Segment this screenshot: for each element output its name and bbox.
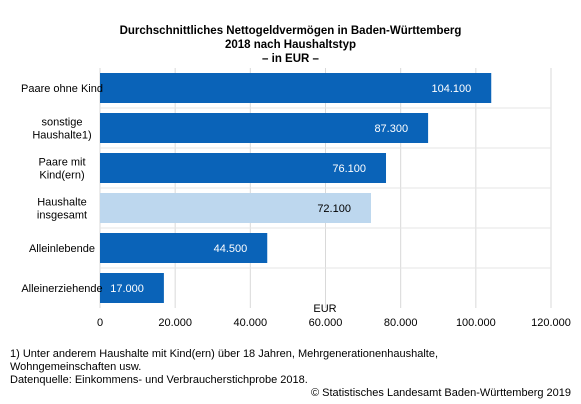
x-tick-label: 0 xyxy=(97,317,103,329)
footnote: 1) Unter anderem Haushalte mit Kind(ern)… xyxy=(10,348,580,387)
category-label: insgesamt xyxy=(37,210,87,222)
chart-title-line-3: – in EUR – xyxy=(262,53,319,65)
x-tick-label: 40.000 xyxy=(234,317,268,329)
footnote-line-1: 1) Unter anderem Haushalte mit Kind(ern)… xyxy=(10,348,439,360)
footnote-line-2: Wohngemeinschaften usw. xyxy=(10,361,142,373)
x-axis-label: EUR xyxy=(313,303,336,315)
bar xyxy=(100,273,164,303)
bar xyxy=(100,153,387,183)
chart-title-line-1: Durchschnittliches Nettogeldvermögen in … xyxy=(119,25,462,37)
chart-title: Durchschnittliches Nettogeldvermögen in … xyxy=(0,24,581,66)
copyright: © Statistisches Landesamt Baden-Württemb… xyxy=(310,387,571,399)
category-label: Haushalte1) xyxy=(32,130,91,142)
data-label: 104.100 xyxy=(431,83,471,95)
data-label: 87.300 xyxy=(374,123,408,135)
bar xyxy=(100,73,492,103)
category-label: sonstige xyxy=(42,117,83,129)
category-label: Paare mit xyxy=(38,157,85,169)
category-label: Alleinerziehende xyxy=(21,283,102,295)
x-tick-label: 120.000 xyxy=(531,317,571,329)
bar xyxy=(100,193,371,223)
x-tick-label: 80.000 xyxy=(384,317,418,329)
bars: 104.100 87.300 76.100 72.100 44.500 17.000 xyxy=(100,73,492,303)
x-tick-label: 20.000 xyxy=(158,317,192,329)
category-label: Haushalte xyxy=(37,197,87,209)
x-tick-label: 60.000 xyxy=(309,317,343,329)
data-label: 76.100 xyxy=(332,163,366,175)
x-tick-labels: 0 20.000 40.000 60.000 80.000 100.000 120.000 xyxy=(97,317,571,329)
data-label: 72.100 xyxy=(317,203,351,215)
data-label: 17.000 xyxy=(110,283,144,295)
category-label: Kind(ern) xyxy=(39,170,84,182)
chart-title-line-2: 2018 nach Haushaltstyp xyxy=(224,39,357,51)
bar xyxy=(100,233,268,263)
category-label: Paare ohne Kind xyxy=(21,83,103,95)
gridlines xyxy=(99,68,552,308)
data-label: 44.500 xyxy=(214,243,248,255)
category-label: Alleinlebende xyxy=(29,243,95,255)
source-note: Datenquelle: Einkommens- und Verbraucher… xyxy=(10,374,308,386)
x-tick-label: 100.000 xyxy=(456,317,496,329)
bar xyxy=(100,113,429,143)
